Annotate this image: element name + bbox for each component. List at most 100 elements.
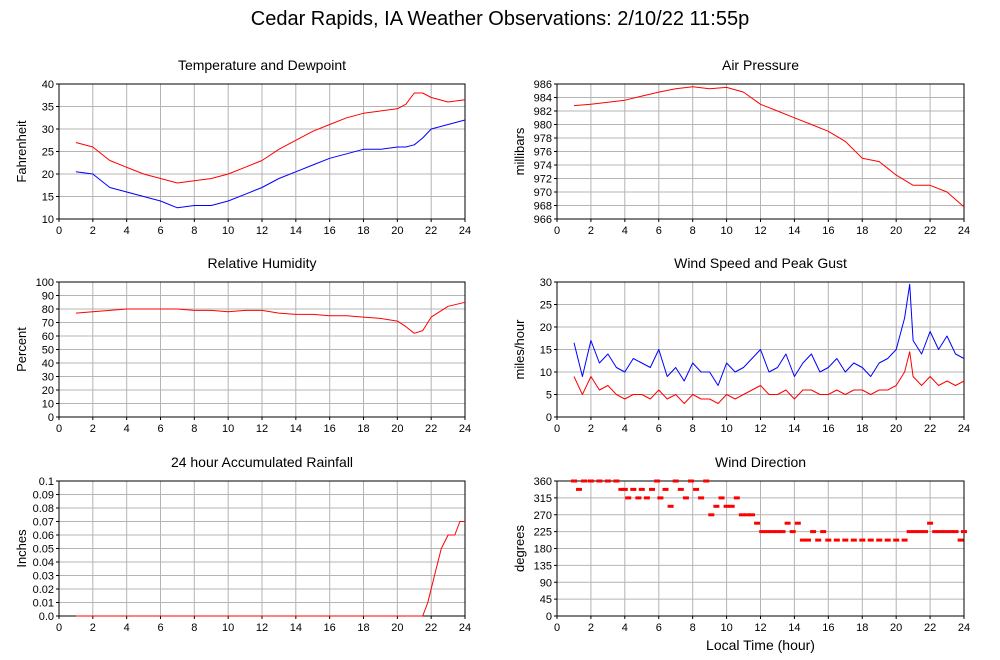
chart-title: Air Pressure [722,57,799,73]
x-tick-label: 14 [788,423,800,435]
x-tick-label: 10 [222,423,234,435]
x-tick-label: 10 [222,225,234,237]
y-tick-label: 270 [534,510,552,522]
data-point [587,479,594,483]
x-tick-label: 8 [690,622,696,634]
data-point [893,538,900,542]
x-tick-label: 10 [720,225,732,237]
data-point [820,530,827,534]
x-tick-label: 0 [554,423,560,435]
x-tick-label: 20 [890,423,902,435]
y-tick-label: 30 [42,372,54,384]
y-tick-label: 45 [540,594,552,606]
x-tick-label: 14 [290,622,302,634]
x-tick-label: 24 [958,622,970,634]
y-tick-label: 80 [42,304,54,316]
x-tick-label: 16 [324,423,336,435]
x-tick-label: 8 [690,225,696,237]
y-axis-label: Inches [14,529,29,568]
x-tick-label: 2 [90,423,96,435]
data-point [805,538,811,542]
x-tick-label: 4 [622,423,628,435]
x-tick-label: 4 [124,622,130,634]
x-tick-label: 0 [56,423,62,435]
data-point [649,487,655,491]
data-point [738,513,745,517]
x-tick-label: 24 [459,622,471,634]
x-tick-label: 20 [391,423,403,435]
data-point [764,530,771,534]
data-point [810,530,817,534]
y-tick-label: 0 [48,412,54,424]
data-point [957,538,964,542]
x-tick-label: 4 [124,225,130,237]
y-tick-label: 25 [42,147,54,159]
x-tick-label: 18 [856,225,868,237]
x-tick-label: 2 [90,622,96,634]
chart-title: Relative Humidity [208,255,317,271]
x-tick-label: 4 [622,225,628,237]
data-point [876,538,883,542]
y-tick-label: 0.1 [39,476,54,488]
chart-humidity: 0 2 4 6 8 10 12 14 16 18 20 22 240102030405060708090… [14,255,471,435]
y-tick-label: 20 [42,385,54,397]
x-tick-label: 2 [588,423,594,435]
y-tick-label: 978 [534,133,552,145]
data-point [713,504,720,508]
data-point [842,538,849,542]
x-tick-label: 20 [391,622,403,634]
y-tick-label: 60 [42,331,54,343]
chart-temp: 0 2 4 6 8 10 12 14 16 18 20 22 2410152025303540Tempe… [14,57,471,237]
data-point [794,521,801,525]
y-tick-label: 5 [546,390,552,402]
y-tick-label: 0 [546,611,552,623]
data-point [667,504,674,508]
data-point [749,513,755,517]
data-point [774,530,781,534]
data-point [718,496,725,500]
series-line-rain-0 [75,521,465,617]
x-tick-label: 8 [191,225,197,237]
data-point [784,521,791,525]
x-tick-label: 2 [588,622,594,634]
x-tick-label: 12 [754,423,766,435]
data-point [643,496,650,500]
y-tick-label: 0.09 [33,490,54,502]
data-point [728,504,735,508]
data-point [596,479,603,483]
x-tick-label: 22 [425,225,437,237]
x-tick-label: 6 [157,225,163,237]
data-point [942,530,949,534]
x-tick-label: 24 [459,423,471,435]
series-winddir-0 [571,479,967,542]
data-point [677,487,684,491]
x-tick-label: 14 [290,225,302,237]
x-tick-label: 18 [357,225,369,237]
x-tick-label: 16 [822,225,834,237]
y-tick-label: 0.06 [33,530,54,542]
y-tick-label: 40 [42,358,54,370]
data-point [662,487,669,491]
y-tick-label: 0.04 [33,557,54,569]
x-tick-label: 24 [958,225,970,237]
x-tick-label: 10 [720,622,732,634]
data-point [654,479,661,483]
y-tick-label: 0.0 [39,611,54,623]
data-point [754,521,761,525]
y-tick-label: 0.02 [33,584,54,596]
x-tick-label: 18 [856,423,868,435]
y-tick-label: 180 [534,544,552,556]
data-point [635,496,642,500]
data-point [859,538,866,542]
data-point [581,479,588,483]
data-point [693,487,700,491]
y-tick-label: 70 [42,318,54,330]
chart-title: Wind Speed and Peak Gust [674,255,847,271]
data-point [906,530,913,534]
data-point [604,479,611,483]
x-tick-label: 16 [324,225,336,237]
y-tick-label: 30 [540,277,552,289]
data-point [571,479,577,483]
x-tick-label: 8 [690,423,696,435]
x-tick-label: 0 [56,225,62,237]
